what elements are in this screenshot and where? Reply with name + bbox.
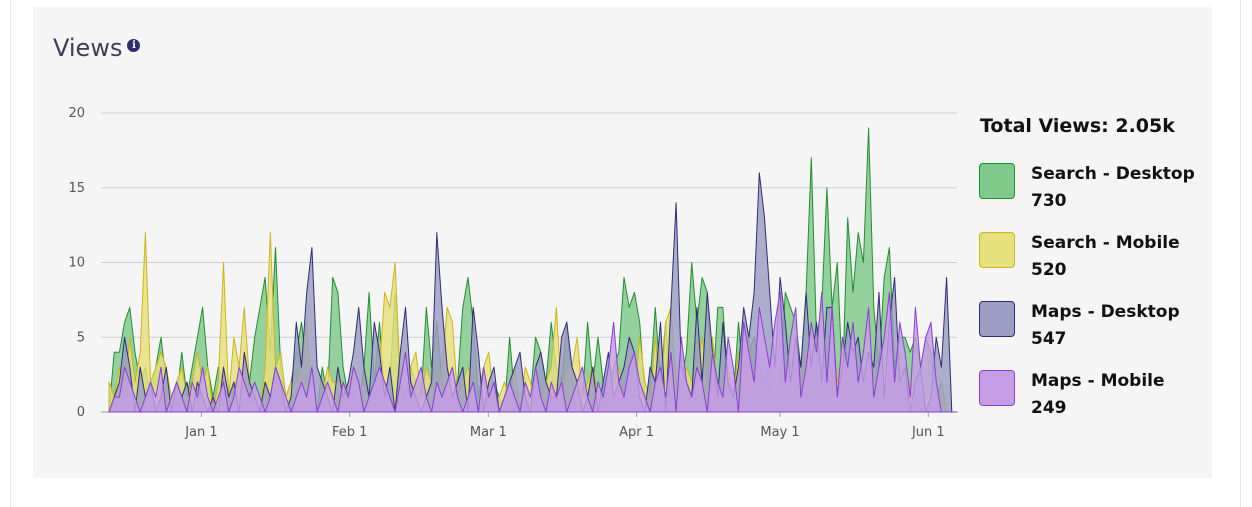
legend-series-name: Search - Desktop xyxy=(1031,164,1195,184)
y-tick-label: 0 xyxy=(77,405,85,420)
y-tick-label: 20 xyxy=(68,106,85,121)
legend-swatch xyxy=(979,232,1015,268)
right-border xyxy=(1240,0,1241,507)
legend-series-name: Maps - Mobile xyxy=(1031,371,1165,391)
legend-series-value: 520 xyxy=(1031,260,1067,280)
legend-swatch xyxy=(979,163,1015,199)
legend-item-search-mobile[interactable]: Search - Mobile 520 xyxy=(979,230,1199,299)
views-chart: 0 5 10 15 20 Jan 1 Feb 1 Mar 1 Apr 1 May 1 Jun 1 xyxy=(68,106,958,440)
card-title: Views xyxy=(53,34,123,62)
x-tick-label: Mar 1 xyxy=(470,425,507,440)
x-tick-label: Feb 1 xyxy=(332,425,367,440)
legend: Total Views: 2.05k Search - Desktop 730 … xyxy=(979,115,1199,437)
x-tick-label: Apr 1 xyxy=(619,425,654,440)
area-maps-mobile xyxy=(108,291,958,413)
legend-item-search-desktop[interactable]: Search - Desktop 730 xyxy=(979,161,1199,230)
legend-swatch xyxy=(979,370,1015,406)
total-views: Total Views: 2.05k xyxy=(980,115,1175,137)
legend-series-value: 730 xyxy=(1031,191,1067,211)
series-areas xyxy=(108,127,958,413)
legend-series-name: Maps - Desktop xyxy=(1031,302,1180,322)
x-tick-label: May 1 xyxy=(760,425,799,440)
x-tick-label: Jun 1 xyxy=(911,425,945,440)
card-header: Views i xyxy=(53,34,141,62)
legend-item-maps-mobile[interactable]: Maps - Mobile 249 xyxy=(979,368,1199,437)
y-tick-label: 15 xyxy=(68,181,85,196)
views-card: Views i 0 5 10 15 20 Jan 1 Feb 1 Mar 1 Apr 1 May … xyxy=(33,7,1212,478)
legend-swatch xyxy=(979,301,1015,337)
x-tick-label: Jan 1 xyxy=(184,425,217,440)
legend-series-value: 547 xyxy=(1031,329,1067,349)
legend-series-value: 249 xyxy=(1031,398,1067,418)
left-border xyxy=(10,0,11,507)
y-tick-label: 5 xyxy=(77,330,85,345)
legend-series-name: Search - Mobile xyxy=(1031,233,1180,253)
legend-item-maps-desktop[interactable]: Maps - Desktop 547 xyxy=(979,299,1199,368)
info-icon[interactable]: i xyxy=(127,38,141,52)
axes: 0 5 10 15 20 Jan 1 Feb 1 Mar 1 Apr 1 May 1 Jun 1 xyxy=(68,106,944,440)
y-tick-label: 10 xyxy=(68,256,85,271)
